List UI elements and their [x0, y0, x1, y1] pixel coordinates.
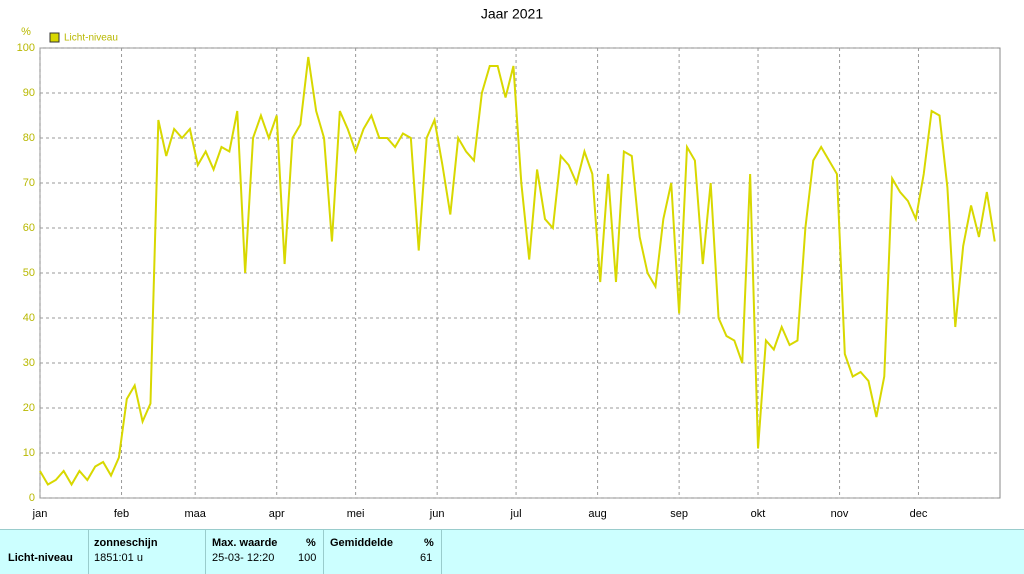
y-tick-label: 60: [23, 222, 35, 234]
cell: 25-03- 12:20: [212, 552, 275, 564]
legend-swatch: [49, 32, 60, 43]
col-header: Max. waarde: [212, 537, 278, 549]
separator: [323, 530, 324, 574]
separator: [88, 530, 89, 574]
chart: Jaar 2021 % 0 10 20 30 40 50 60 70 80 90 100 jan feb…: [17, 6, 1001, 520]
y-tick-label: 100: [17, 42, 35, 54]
col-header: Gemiddelde: [330, 537, 393, 549]
separator: [205, 530, 206, 574]
x-tick-label: feb: [114, 508, 129, 520]
x-tick-label: jan: [32, 508, 48, 520]
cell: 1851:01 u: [94, 552, 143, 564]
x-tick-label: sep: [670, 508, 688, 520]
y-tick-label: 40: [23, 312, 35, 324]
col-unit: %: [306, 537, 316, 549]
x-tick-label: aug: [588, 508, 606, 520]
y-tick-label: 20: [23, 402, 35, 414]
x-tick-label: maa: [184, 508, 206, 520]
chart-title: Jaar 2021: [481, 6, 543, 22]
x-tick-label: nov: [831, 508, 849, 520]
summary-table: Licht-niveau zonneschijn 1851:01 u Max. …: [0, 529, 1024, 574]
col-unit: %: [424, 537, 434, 549]
y-tick-label: 50: [23, 267, 35, 279]
y-tick-label: 80: [23, 132, 35, 144]
x-tick-label: jul: [510, 508, 522, 520]
x-tick-label: apr: [269, 508, 285, 520]
data-line: [39, 56, 996, 487]
separator: [441, 530, 442, 574]
legend-label: Licht-niveau: [64, 33, 118, 44]
y-tick-label: 70: [23, 177, 35, 189]
cell: 100: [298, 552, 317, 564]
y-tick-label: 30: [23, 357, 35, 369]
col-header: zonneschijn: [94, 537, 158, 549]
x-tick-label: okt: [751, 508, 766, 520]
row-label: Licht-niveau: [8, 552, 73, 564]
y-tick-label: 90: [23, 87, 35, 99]
y-axis-label: %: [21, 26, 31, 38]
x-tick-label: mei: [347, 508, 365, 520]
cell: 61: [420, 552, 433, 564]
y-tick-label: 0: [29, 492, 35, 504]
x-tick-label: dec: [910, 508, 928, 520]
y-tick-label: 10: [23, 447, 35, 459]
x-tick-label: jun: [429, 508, 445, 520]
